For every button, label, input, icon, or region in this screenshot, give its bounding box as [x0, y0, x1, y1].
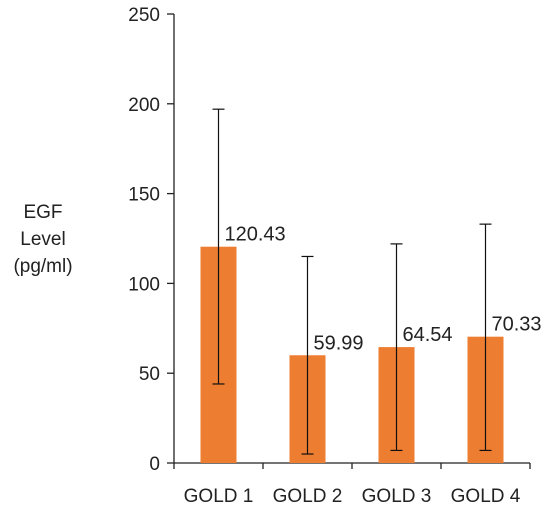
- y-tick-label: 250: [128, 5, 160, 26]
- x-axis-labels: GOLD 1 GOLD 2 GOLD 3 GOLD 4: [184, 486, 521, 507]
- x-category-label: GOLD 1: [184, 486, 254, 506]
- bars: [200, 246, 504, 463]
- x-category-label: GOLD 4: [451, 486, 521, 506]
- y-tick-label: 200: [128, 95, 160, 116]
- data-label: 59.99: [314, 332, 364, 354]
- y-axis-ticks: 0 50 100 150 200 250: [128, 5, 174, 475]
- data-label: 120.43: [225, 224, 286, 246]
- x-category-label: GOLD 2: [273, 486, 343, 506]
- data-label: 70.33: [492, 314, 542, 336]
- error-bars: [212, 108, 492, 455]
- y-tick-label: 100: [128, 274, 160, 295]
- y-tick-label: 150: [128, 185, 160, 206]
- data-label: 64.54: [403, 324, 453, 346]
- x-category-label: GOLD 3: [362, 486, 432, 506]
- y-axis-title: EGF Level (pg/ml): [13, 202, 72, 277]
- y-axis-title-line-2: Level: [20, 229, 65, 250]
- y-tick-label: 0: [149, 454, 160, 475]
- y-tick-label: 50: [139, 364, 160, 385]
- data-labels: 120.43 59.99 64.54 70.33: [225, 224, 542, 355]
- y-axis-title-line-3: (pg/ml): [13, 256, 72, 277]
- y-axis-title-line-1: EGF: [23, 202, 62, 223]
